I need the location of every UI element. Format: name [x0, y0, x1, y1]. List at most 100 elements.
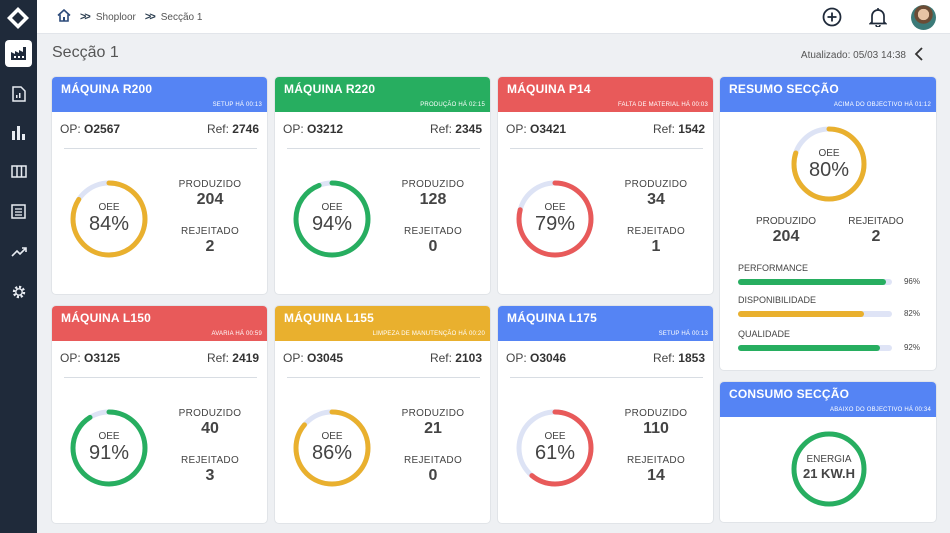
machine-op-ref: OP: O2567 Ref: 2746 — [60, 122, 259, 136]
produced-label: PRODUZIDO — [624, 408, 688, 419]
home-icon[interactable] — [57, 8, 71, 25]
produced-label: PRODUZIDO — [178, 408, 242, 419]
sidebar-item-factory[interactable] — [5, 40, 32, 67]
section-summary-card[interactable]: RESUMO SECÇÃO ACIMA DO OBJECTIVO HÁ 01:1… — [719, 76, 937, 371]
gauge-arc — [293, 180, 371, 258]
sidebar-item-settings[interactable] — [5, 278, 32, 305]
rejected-stat: REJEITADO 14 — [616, 455, 696, 485]
ref-field: Ref: 1853 — [653, 351, 705, 365]
add-button[interactable] — [819, 4, 845, 30]
page-title: Secção 1 — [52, 44, 119, 61]
kpi-bar-fill — [738, 345, 880, 351]
document-chart-icon — [11, 85, 26, 102]
rejected-label: REJEITADO — [180, 226, 240, 237]
machine-card[interactable]: MÁQUINA L155 LIMPEZA DE MANUTENÇÃO HÁ 00… — [274, 305, 491, 524]
machine-card-header: MÁQUINA P14 FALTA DE MATERIAL HÁ 00:03 — [498, 77, 713, 112]
oee-value: 61% — [534, 442, 576, 464]
divider — [64, 148, 257, 149]
sidebar-item-board[interactable] — [5, 158, 32, 185]
divider — [64, 377, 257, 378]
produced-stat: PRODUZIDO 110 — [616, 408, 696, 438]
op-field: OP: O3046 — [506, 351, 566, 365]
machine-card[interactable]: MÁQUINA L150 AVARIA HÁ 00:59 OP: O3125 R… — [51, 305, 268, 524]
gauge-arc — [516, 409, 594, 487]
kpi-label: PERFORMANCE — [738, 263, 809, 273]
oee-label: OEE — [544, 431, 566, 442]
machine-status: AVARIA HÁ 00:59 — [211, 331, 262, 337]
rejected-stat: REJEITADO 0 — [393, 226, 473, 256]
rejected-label: REJEITADO — [180, 455, 240, 466]
produced-value: 204 — [196, 191, 224, 208]
breadcrumb: >> Shoploor >> Secção 1 — [57, 8, 203, 25]
machine-name: MÁQUINA L175 — [507, 311, 597, 325]
breadcrumb-section[interactable]: Secção 1 — [160, 11, 203, 23]
avatar[interactable] — [911, 4, 936, 30]
kpi-label: QUALIDADE — [738, 329, 791, 339]
kpi-percentage: 92% — [903, 343, 920, 352]
section-consumption-card[interactable]: CONSUMO SECÇÃO ABAIXO DO OBJECTIVO HÁ 00… — [719, 381, 937, 523]
factory-icon — [11, 47, 26, 60]
oee-label: OEE — [818, 148, 840, 159]
kpi-bar-track — [738, 279, 892, 285]
breadcrumb-separator-icon: >> — [144, 11, 156, 23]
oee-value: 80% — [808, 159, 850, 181]
ref-field: Ref: 2103 — [430, 351, 482, 365]
sidebar — [0, 0, 37, 533]
machine-card-header: MÁQUINA R220 PRODUÇÃO HÁ 02:15 — [275, 77, 490, 112]
chevron-left-icon[interactable] — [912, 46, 926, 62]
sidebar-item-list[interactable] — [5, 198, 32, 225]
divider — [287, 377, 480, 378]
sidebar-item-reports[interactable] — [5, 80, 32, 107]
rejected-value: 0 — [428, 467, 438, 484]
oee-value: 79% — [534, 213, 576, 235]
divider — [287, 148, 480, 149]
op-value: O3045 — [307, 351, 344, 365]
rejected-stat: REJEITADO 1 — [616, 226, 696, 256]
machine-card[interactable]: MÁQUINA R200 SETUP HÁ 00:13 OP: O2567 Re… — [51, 76, 268, 295]
machine-op-ref: OP: O3045 Ref: 2103 — [283, 351, 482, 365]
rejected-stat: REJEITADO 0 — [393, 455, 473, 485]
op-field: OP: O3045 — [283, 351, 343, 365]
rejected-value: 3 — [205, 467, 215, 484]
produced-label: PRODUZIDO — [756, 216, 816, 227]
oee-label: OEE — [98, 431, 120, 442]
app-logo-icon[interactable] — [6, 6, 30, 30]
gauge-arc — [516, 180, 594, 258]
breadcrumb-shopfloor[interactable]: Shoploor — [95, 11, 136, 23]
bell-icon — [869, 8, 887, 27]
sidebar-item-trends[interactable] — [5, 238, 32, 265]
oee-label: OEE — [544, 202, 566, 213]
notifications-button[interactable] — [865, 4, 891, 30]
oee-gauge: OEE 86% — [292, 408, 372, 488]
ref-label: Ref: — [206, 122, 229, 136]
produced-label: PRODUZIDO — [401, 408, 465, 419]
ref-field: Ref: 2746 — [207, 122, 259, 136]
kpi-bar-row: PERFORMANCE 96% — [738, 263, 922, 286]
op-label: OP: — [283, 351, 304, 365]
rejected-label: REJEITADO — [848, 216, 904, 227]
produced-value: 21 — [424, 420, 442, 437]
ref-value: 1542 — [678, 122, 705, 136]
list-icon — [11, 204, 26, 219]
ref-field: Ref: 2419 — [207, 351, 259, 365]
energy-gauge: ENERGIA 21 KW.H — [790, 430, 868, 508]
machine-card[interactable]: MÁQUINA L175 SETUP HÁ 00:13 OP: O3046 Re… — [497, 305, 714, 524]
rejected-value: 0 — [428, 238, 438, 255]
kpi-percentage: 96% — [903, 277, 920, 286]
section-rejected: REJEITADO 2 — [836, 216, 916, 246]
machine-card[interactable]: MÁQUINA P14 FALTA DE MATERIAL HÁ 00:03 O… — [497, 76, 714, 295]
machine-card[interactable]: MÁQUINA R220 PRODUÇÃO HÁ 02:15 OP: O3212… — [274, 76, 491, 295]
kpi-bar-row: DISPONIBILIDADE 82% — [738, 295, 922, 318]
op-field: OP: O3212 — [283, 122, 343, 136]
machine-status: LIMPEZA DE MANUTENÇÃO HÁ 00:20 — [372, 331, 485, 337]
op-value: O3212 — [307, 122, 344, 136]
ref-value: 1853 — [678, 351, 705, 365]
op-label: OP: — [60, 122, 81, 136]
oee-gauge: OEE 94% — [292, 179, 372, 259]
machine-name: MÁQUINA L155 — [284, 311, 374, 325]
machine-op-ref: OP: O3046 Ref: 1853 — [506, 351, 705, 365]
sidebar-item-statistics[interactable] — [5, 119, 32, 146]
op-label: OP: — [506, 351, 527, 365]
oee-label: OEE — [321, 202, 343, 213]
ref-value: 2103 — [455, 351, 482, 365]
